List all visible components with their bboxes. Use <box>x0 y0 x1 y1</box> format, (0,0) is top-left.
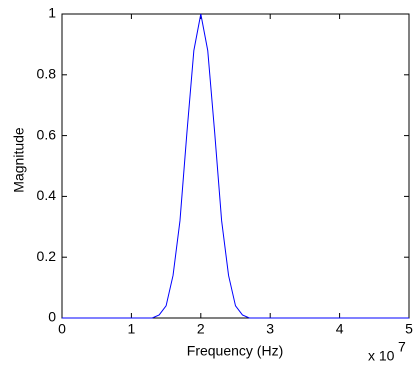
x-tick-label: 0 <box>58 321 66 337</box>
x-tick-label: 4 <box>336 321 344 337</box>
y-tick-label: 0.6 <box>37 126 57 142</box>
data-line <box>62 13 409 319</box>
x-tick-label: 2 <box>197 321 205 337</box>
x-tick-label: 3 <box>266 321 274 337</box>
x-tick-label: 1 <box>128 321 136 337</box>
x-multiplier: x 10 <box>368 348 395 364</box>
y-tick-label: 0.4 <box>37 187 57 203</box>
y-tick-label: 0.2 <box>37 248 57 264</box>
y-tick-label: 1 <box>48 5 56 21</box>
plot-frame <box>61 13 410 319</box>
x-multiplier-exponent: 7 <box>398 339 406 355</box>
x-tick-label: 5 <box>405 321 413 337</box>
y-tick-label: 0 <box>48 309 56 325</box>
y-tick-label: 0.8 <box>37 66 57 82</box>
x-axis-label: Frequency (Hz) <box>187 343 283 359</box>
y-axis-label: Magnitude <box>11 127 27 193</box>
